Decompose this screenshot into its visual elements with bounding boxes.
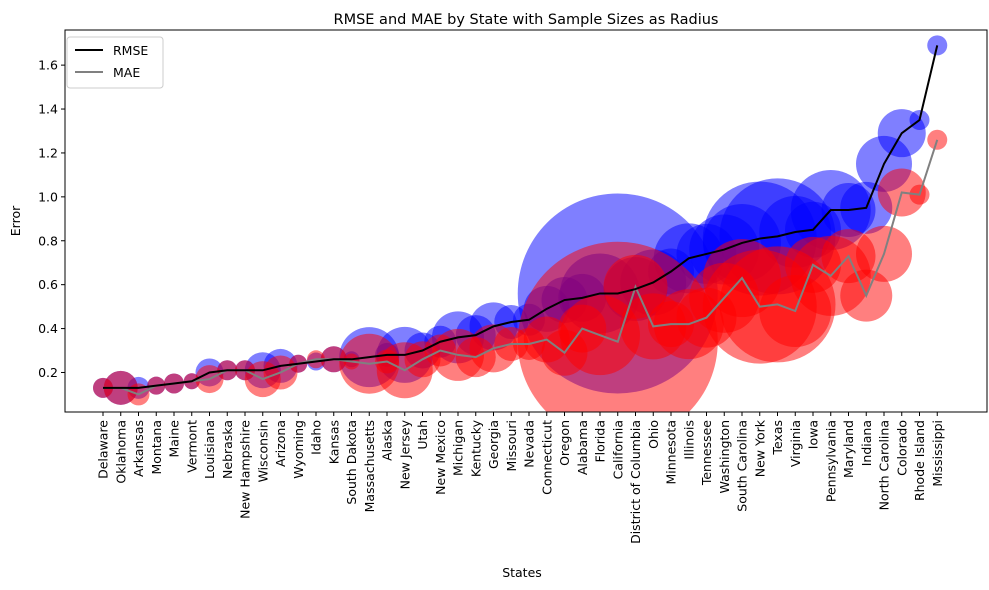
x-tick-label: Tennessee	[699, 420, 714, 486]
x-tick-label: Alabama	[575, 420, 590, 475]
y-axis: 0.2 0.4 0.6 0.8 1.0 1.2 1.4 1.6	[38, 58, 65, 380]
x-tick-label: Connecticut	[539, 420, 554, 495]
y-tick-label: 1.2	[38, 145, 58, 160]
x-tick-label: Colorado	[894, 420, 909, 476]
x-tick-label: California	[610, 420, 625, 479]
rmse-line	[103, 45, 939, 389]
x-tick-label: New York	[752, 419, 767, 477]
y-tick-label: 0.8	[38, 233, 58, 248]
x-tick-label: South Carolina	[735, 420, 750, 512]
y-tick-label: 0.6	[38, 277, 58, 292]
plot-area-frame	[64, 29, 988, 413]
x-tick-label: Minnesota	[664, 420, 679, 485]
x-axis: Delaware Oklahoma Arkansas Montana Maine Verm…	[96, 412, 945, 544]
x-tick-label: Michigan	[451, 420, 466, 476]
y-tick-label: 1.0	[38, 189, 58, 204]
x-tick-label: Montana	[149, 420, 164, 475]
x-tick-label: Utah	[415, 420, 430, 450]
x-tick-label: Rhode Island	[912, 420, 927, 501]
x-tick-label: Missouri	[504, 420, 519, 471]
mae-bubble-29	[517, 241, 718, 412]
x-tick-label: Indiana	[859, 420, 874, 466]
x-tick-label: Mississippi	[930, 420, 945, 487]
x-tick-label: Iowa	[806, 420, 821, 449]
x-tick-label: Maryland	[841, 420, 856, 478]
x-tick-label: Idaho	[309, 420, 324, 455]
x-tick-label: Georgia	[486, 420, 501, 469]
x-tick-label: New Mexico	[433, 420, 448, 495]
x-tick-label: Arizona	[273, 420, 288, 467]
x-tick-label: Delaware	[96, 420, 111, 479]
x-tick-label: Nebraska	[220, 420, 235, 479]
legend: RMSE MAE	[66, 36, 164, 89]
x-tick-label: Ohio	[646, 420, 661, 449]
x-tick-label: Virginia	[788, 420, 803, 467]
x-tick-label: Florida	[593, 420, 608, 463]
x-tick-label: Wyoming	[291, 420, 306, 479]
x-tick-label: Nevada	[522, 420, 537, 468]
y-axis-label: Error	[8, 205, 23, 236]
x-tick-label: Maine	[167, 420, 182, 458]
x-axis-label: States	[502, 565, 542, 580]
x-tick-label: Kentucky	[468, 419, 483, 477]
legend-rmse-label: RMSE	[113, 43, 148, 58]
x-tick-label: Louisiana	[202, 420, 217, 479]
x-tick-label: Pennsylvania	[823, 420, 838, 502]
x-tick-label: Illinois	[681, 420, 696, 460]
series-lines	[103, 45, 939, 396]
legend-mae-label: MAE	[113, 65, 140, 80]
x-tick-label: District of Columbia	[628, 420, 643, 544]
x-tick-label: New Hampshire	[238, 420, 253, 519]
x-tick-label: Arkansas	[131, 420, 146, 477]
y-tick-label: 0.4	[38, 321, 58, 336]
x-tick-label: Oklahoma	[113, 420, 128, 484]
x-tick-label: Washington	[717, 420, 732, 493]
x-tick-label: Vermont	[184, 420, 199, 473]
y-tick-label: 1.4	[38, 102, 58, 117]
x-tick-label: Oregon	[557, 420, 572, 466]
chart-title: RMSE and MAE by State with Sample Sizes …	[334, 12, 719, 28]
x-tick-label: New Jersey	[397, 419, 412, 489]
y-tick-label: 1.6	[38, 58, 58, 73]
x-tick-label: Texas	[770, 420, 785, 456]
x-tick-label: Alaska	[380, 420, 395, 461]
x-tick-label: South Dakota	[344, 420, 359, 505]
x-tick-label: North Carolina	[877, 420, 892, 510]
x-tick-label: Massachusetts	[362, 420, 377, 512]
x-tick-label: Kansas	[326, 420, 341, 464]
y-tick-label: 0.2	[38, 365, 58, 380]
x-tick-label: Wisconsin	[255, 420, 270, 482]
